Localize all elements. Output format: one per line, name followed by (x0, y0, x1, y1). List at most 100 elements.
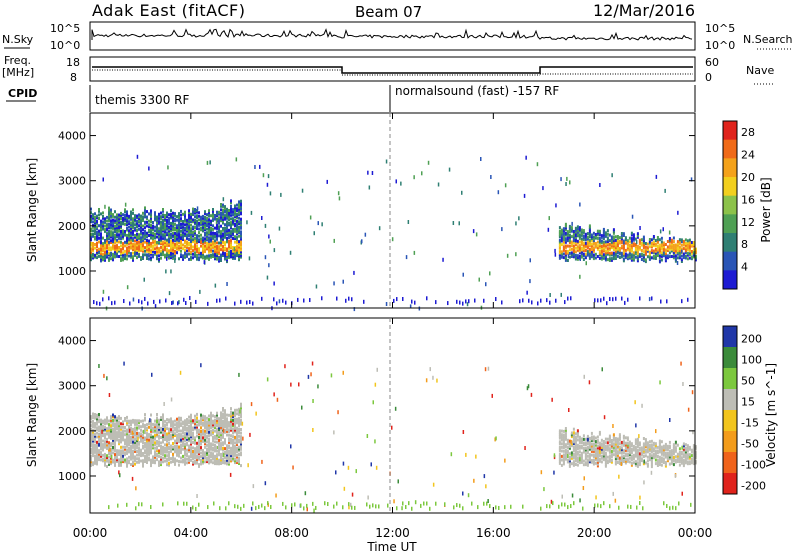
echo-cell (186, 236, 188, 240)
echo-cell (236, 439, 238, 443)
echo-cell (126, 439, 128, 443)
echo-cell (126, 435, 128, 439)
echo-cell (156, 231, 158, 235)
echo-cell (600, 257, 603, 261)
echo-cell (188, 449, 190, 453)
echo-cell (120, 237, 122, 241)
echo-cell (162, 422, 164, 426)
echo-cell (164, 454, 166, 458)
echo-cell (160, 416, 162, 420)
echo-cell (198, 430, 200, 434)
echo-cell (634, 463, 637, 467)
echo-cell (94, 255, 96, 259)
echo-cell (646, 455, 649, 459)
echo-cell (275, 493, 277, 498)
echo-cell (238, 413, 240, 417)
echo-cell (562, 435, 565, 439)
echo-cell (224, 243, 226, 246)
echo-cell (159, 299, 161, 304)
echo-cell (353, 307, 356, 312)
echo-cell (560, 292, 562, 297)
echo-cell (160, 452, 162, 456)
echo-cell (222, 216, 224, 220)
echo-cell (100, 235, 102, 239)
echo-cell (132, 242, 134, 246)
echo-cell (214, 429, 216, 433)
echo-cell (114, 415, 116, 419)
echo-cell (94, 436, 96, 440)
echo-cell (212, 245, 214, 249)
echo-cell (144, 451, 146, 454)
echo-cell (146, 426, 148, 430)
echo-cell (672, 245, 675, 249)
echo-cell (576, 456, 579, 460)
echo-cell (154, 430, 156, 434)
echo-cell (90, 449, 92, 453)
echo-cell (608, 447, 611, 451)
echo-cell (154, 437, 156, 441)
echo-cell (102, 252, 104, 256)
echo-cell (172, 300, 174, 305)
echo-cell (588, 235, 591, 239)
echo-cell (588, 456, 591, 460)
echo-cell (688, 245, 691, 249)
echo-cell (158, 440, 160, 444)
echo-cell (596, 236, 599, 240)
echo-cell (90, 435, 92, 438)
echo-cell (626, 244, 629, 248)
echo-cell (102, 216, 104, 220)
echo-cell (148, 228, 150, 232)
echo-cell (634, 461, 637, 465)
echo-cell (112, 222, 114, 226)
echo-cell (124, 433, 126, 437)
echo-cell (190, 220, 192, 223)
echo-cell (188, 415, 190, 419)
echo-cell (568, 443, 571, 447)
echo-cell (118, 462, 120, 466)
echo-cell (682, 382, 684, 386)
echo-cell (178, 232, 180, 235)
echo-cell (560, 239, 563, 243)
echo-cell (555, 298, 557, 303)
echo-cell (668, 451, 671, 455)
echo-cell (158, 422, 160, 426)
echo-cell (576, 228, 579, 232)
echo-cell (236, 459, 238, 463)
echo-cell (590, 244, 593, 248)
echo-cell (218, 234, 220, 238)
echo-cell (676, 454, 679, 458)
echo-cell (142, 242, 144, 246)
echo-cell (676, 241, 679, 245)
echo-cell (579, 274, 581, 279)
echo-cell (142, 211, 144, 215)
echo-cell (212, 235, 214, 240)
echo-cell (592, 242, 595, 246)
echo-cell (200, 241, 202, 244)
echo-cell (584, 446, 587, 450)
echo-cell (616, 244, 619, 248)
colorbar-tick-label: 28 (741, 126, 755, 139)
echo-cell (642, 257, 645, 261)
echo-cell (122, 431, 124, 435)
echo-cell (226, 227, 228, 231)
echo-cell (132, 418, 134, 422)
echo-cell (582, 486, 585, 490)
echo-cell (676, 456, 679, 460)
echo-cell (216, 435, 218, 439)
echo-cell (142, 429, 145, 434)
echo-cell (194, 454, 196, 458)
echo-cell (188, 227, 190, 231)
echo-cell (124, 217, 126, 221)
echo-cell (224, 205, 226, 209)
echo-cell (660, 245, 663, 249)
echo-cell (128, 234, 130, 238)
echo-cell (236, 250, 238, 254)
echo-cell (592, 235, 595, 239)
echo-cell (108, 235, 110, 239)
echo-cell (590, 253, 593, 257)
echo-cell (92, 434, 94, 438)
echo-cell (210, 223, 212, 227)
echo-cell (642, 449, 645, 453)
echo-cell (112, 245, 114, 249)
echo-cell (108, 212, 110, 215)
